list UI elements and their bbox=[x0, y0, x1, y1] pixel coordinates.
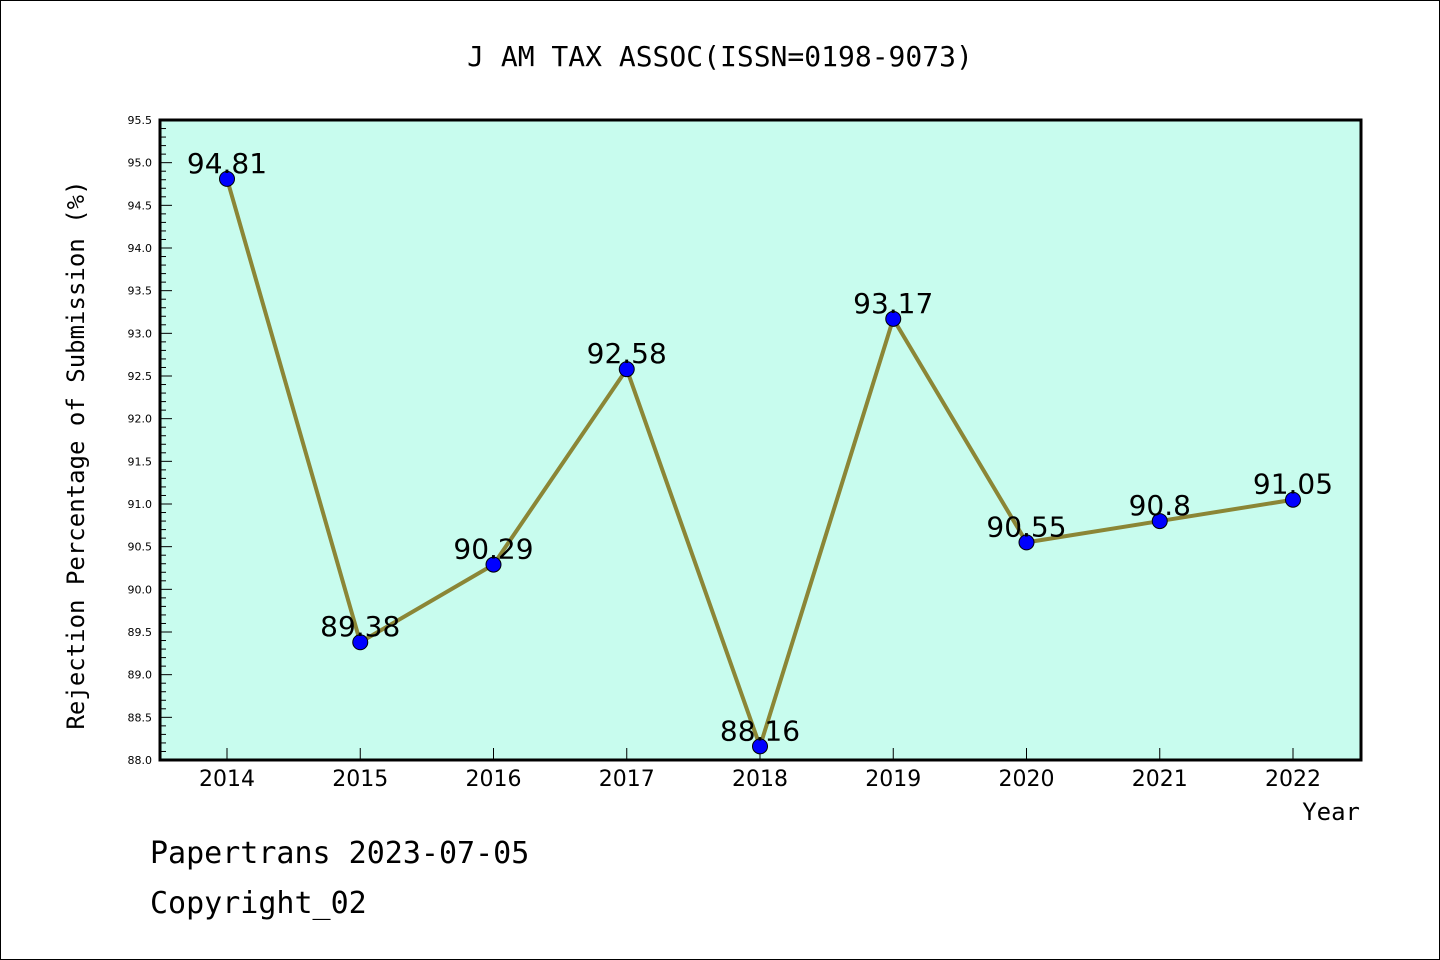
y-tick-label: 95.0 bbox=[128, 157, 153, 170]
y-tick-label: 90.0 bbox=[128, 583, 153, 596]
data-point bbox=[1285, 491, 1301, 508]
data-labels: 94.81 89.38 90.29 92.58 88.16 93.17 90.55 90.8 9… bbox=[187, 147, 1333, 747]
data-point bbox=[219, 170, 235, 187]
x-tick-label: 2021 bbox=[1132, 767, 1188, 792]
footer-copyright: Copyright_02 bbox=[150, 886, 367, 921]
y-tick-label: 93.5 bbox=[128, 285, 153, 298]
series bbox=[219, 170, 1301, 755]
y-axis-label: Rejection Percentage of Submission (%) bbox=[62, 180, 90, 729]
x-tick-label: 2022 bbox=[1265, 767, 1321, 792]
data-label: 90.55 bbox=[986, 510, 1066, 543]
data-label: 90.8 bbox=[1129, 489, 1191, 522]
y-tick-label: 91.5 bbox=[128, 455, 153, 468]
y-tick-label: 93.0 bbox=[128, 327, 153, 340]
x-tick-label: 2020 bbox=[999, 767, 1055, 792]
data-label: 94.81 bbox=[187, 147, 267, 180]
data-label: 89.38 bbox=[320, 610, 400, 643]
data-point bbox=[1151, 513, 1168, 530]
x-tick-label: 2015 bbox=[332, 767, 388, 792]
y-tick-label: 88.0 bbox=[128, 754, 153, 767]
chart-title: J AM TAX ASSOC(ISSN=0198-9073) bbox=[467, 40, 973, 73]
data-point bbox=[352, 634, 369, 651]
data-label: 91.05 bbox=[1253, 468, 1333, 501]
plot-area bbox=[158, 118, 1363, 762]
x-tick-label: 2019 bbox=[865, 767, 921, 792]
y-axis: 88.0 88.5 89.0 89.5 90.0 90.5 91.0 91.5 92.0 92.5… bbox=[128, 114, 172, 767]
x-axis-label: Year bbox=[1302, 798, 1360, 826]
y-tick-label: 89.0 bbox=[128, 669, 153, 682]
x-tick-label: 2014 bbox=[199, 767, 255, 792]
y-tick-label: 94.5 bbox=[128, 199, 153, 212]
y-tick-label: 89.5 bbox=[128, 626, 153, 639]
y-tick-label: 95.5 bbox=[128, 114, 153, 127]
x-tick-label: 2018 bbox=[732, 767, 788, 792]
data-point bbox=[885, 310, 902, 327]
y-tick-label: 90.5 bbox=[128, 541, 153, 554]
y-tick-label: 94.0 bbox=[128, 242, 153, 255]
data-label: 90.29 bbox=[453, 533, 533, 566]
y-tick-label: 92.0 bbox=[128, 413, 153, 426]
data-point bbox=[1018, 534, 1035, 551]
y-tick-label: 92.5 bbox=[128, 370, 153, 383]
data-point bbox=[618, 361, 635, 378]
data-label: 88.16 bbox=[720, 714, 800, 747]
footer-date: Papertrans 2023-07-05 bbox=[150, 836, 530, 871]
data-label: 92.58 bbox=[587, 337, 667, 370]
x-axis: 2014 2015 2016 2017 2018 2019 2020 2021 2022 bbox=[199, 748, 1321, 792]
y-tick-label: 91.0 bbox=[128, 498, 153, 511]
data-point bbox=[485, 556, 502, 573]
x-tick-label: 2016 bbox=[466, 767, 522, 792]
y-tick-label: 88.5 bbox=[128, 711, 153, 724]
data-label: 93.17 bbox=[853, 287, 933, 320]
data-point bbox=[752, 738, 768, 755]
x-tick-label: 2017 bbox=[599, 767, 655, 792]
